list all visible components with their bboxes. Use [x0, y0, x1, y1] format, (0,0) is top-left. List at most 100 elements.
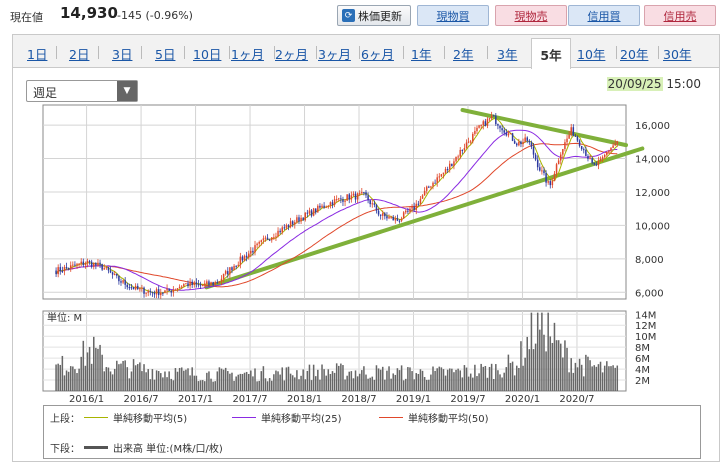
- margin-sell-button[interactable]: 信用売: [644, 5, 716, 26]
- price-tick-label: 8,000: [635, 255, 664, 266]
- legend-ma25: 単純移動平均(25): [232, 410, 342, 425]
- candle-body: [354, 193, 357, 200]
- candle-body: [120, 281, 122, 283]
- candle-body: [57, 267, 59, 275]
- volume-bar: [118, 364, 120, 391]
- volume-bar: [436, 368, 438, 391]
- tab-30y[interactable]: 30年: [663, 47, 692, 62]
- candle-body: [392, 216, 394, 221]
- tab-5y[interactable]: 5年: [531, 38, 571, 69]
- volume-bar: [143, 364, 145, 391]
- tab-1m[interactable]: 1ヶ月: [231, 47, 264, 62]
- volume-bar: [539, 329, 541, 391]
- volume-bar: [231, 372, 233, 391]
- volume-bar: [599, 361, 602, 391]
- candle-body: [103, 268, 106, 270]
- tab-3y[interactable]: 3年: [497, 47, 518, 62]
- volume-bar: [243, 372, 246, 391]
- volume-bar: [365, 374, 367, 391]
- candle-body: [134, 285, 137, 290]
- candle-body: [595, 164, 598, 166]
- candle-body: [317, 205, 319, 213]
- volume-bar: [522, 365, 524, 391]
- tab-3m[interactable]: 3ヶ月: [318, 47, 351, 62]
- candle-body: [405, 210, 407, 213]
- volume-bar: [149, 379, 152, 391]
- tab-20y[interactable]: 20年: [620, 47, 649, 62]
- volume-bar: [61, 355, 64, 391]
- candle-body: [603, 154, 606, 158]
- tab-2y[interactable]: 2年: [453, 47, 474, 62]
- volume-bar: [610, 366, 612, 391]
- candle-body: [557, 160, 560, 165]
- volume-bar: [289, 373, 292, 391]
- tab-10d[interactable]: 10日: [193, 47, 222, 62]
- volume-bar: [55, 364, 57, 391]
- volume-bar: [329, 374, 332, 391]
- candle-body: [172, 289, 175, 293]
- candle-body: [333, 199, 336, 205]
- refresh-price-button[interactable]: ⟳ 株価更新: [337, 5, 411, 26]
- volume-bar: [208, 371, 210, 391]
- tab-6m[interactable]: 6ヶ月: [361, 47, 394, 62]
- volume-bar: [430, 374, 432, 391]
- candle-body: [461, 149, 464, 151]
- volume-bar: [120, 363, 122, 391]
- candle-body: [126, 284, 129, 288]
- volume-bar: [553, 322, 556, 391]
- tab-10y[interactable]: 10年: [577, 47, 606, 62]
- candle-body: [346, 194, 348, 201]
- volume-bar: [107, 367, 110, 391]
- volume-bar: [101, 354, 103, 391]
- volume-bar: [528, 349, 531, 391]
- volume-bar: [398, 370, 401, 391]
- volume-bar: [69, 366, 72, 391]
- cash-buy-button[interactable]: 現物買: [417, 5, 489, 26]
- candle-body: [361, 192, 363, 194]
- candle-body: [486, 118, 489, 126]
- volume-bar: [258, 380, 260, 391]
- candle-body: [59, 267, 62, 272]
- volume-bar: [191, 367, 193, 391]
- candle-body: [231, 267, 233, 271]
- volume-bar: [193, 375, 196, 391]
- volume-bar: [361, 370, 363, 391]
- candle-body: [610, 147, 612, 151]
- volume-bar: [294, 377, 296, 391]
- candle-body: [526, 137, 528, 141]
- candle-body: [162, 292, 164, 294]
- cash-sell-button[interactable]: 現物売: [495, 5, 567, 26]
- tab-1y[interactable]: 1年: [411, 47, 432, 62]
- refresh-label: 株価更新: [358, 9, 402, 23]
- candle-body: [80, 261, 82, 264]
- volume-bar: [451, 368, 453, 391]
- candle-body: [283, 227, 286, 229]
- tab-1d[interactable]: 1日: [27, 47, 48, 62]
- volume-bar: [250, 370, 252, 391]
- candle-body: [118, 275, 120, 282]
- candle-body: [151, 291, 154, 293]
- volume-bar: [589, 360, 591, 391]
- candle-body: [164, 290, 166, 293]
- candle-body: [338, 198, 340, 200]
- tab-2m[interactable]: 2ヶ月: [275, 47, 308, 62]
- volume-bar: [513, 375, 516, 391]
- volume-bar: [227, 371, 229, 391]
- interval-select[interactable]: 週足 ▼: [26, 80, 138, 102]
- volume-bar: [405, 378, 407, 391]
- candle-body: [480, 125, 482, 127]
- candle-body: [130, 287, 133, 289]
- tab-3d[interactable]: 3日: [112, 47, 133, 62]
- candle-body: [358, 193, 361, 195]
- volume-bar: [409, 367, 411, 391]
- volume-bar: [346, 375, 348, 391]
- volume-bar: [201, 380, 204, 391]
- volume-bar: [229, 373, 231, 391]
- margin-buy-button[interactable]: 信用買: [568, 5, 640, 26]
- tab-5d[interactable]: 5日: [155, 47, 176, 62]
- volume-bar: [59, 364, 62, 391]
- volume-bar: [448, 368, 451, 391]
- candle-body: [356, 193, 359, 200]
- volume-bar: [507, 354, 510, 391]
- tab-2d[interactable]: 2日: [69, 47, 90, 62]
